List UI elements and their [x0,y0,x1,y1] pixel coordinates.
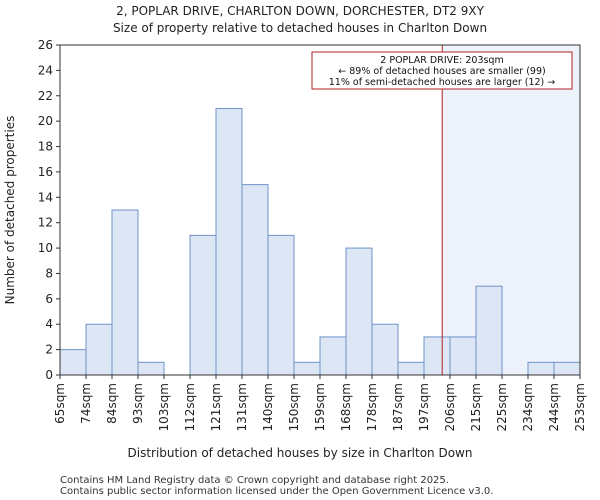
x-tick-label: 197sqm [417,383,431,431]
y-tick-label: 12 [38,216,53,230]
x-tick-label: 253sqm [573,383,587,431]
bar-244sqm [553,361,581,376]
x-tick-label: 65sqm [53,383,67,424]
x-tick-label: 121sqm [209,383,223,431]
y-tick-label: 18 [38,140,53,154]
footer-copyright: Contains HM Land Registry data © Crown c… [60,475,449,486]
annotation-line-2: ← 89% of detached houses are smaller (99… [338,66,545,77]
y-tick-label: 0 [45,368,53,382]
bar-74sqm [85,323,113,376]
x-tick-label: 244sqm [547,383,561,431]
y-tick-label: 24 [38,63,53,77]
bar-65sqm [59,349,87,376]
bar-140sqm [267,234,295,376]
bar-159sqm [319,336,347,376]
x-tick-label: 178sqm [365,383,379,431]
x-tick-label: 234sqm [521,383,535,431]
bar-197sqm [423,336,451,376]
y-tick-label: 26 [38,38,53,52]
bar-131sqm [241,184,269,376]
y-tick-label: 2 [45,343,53,357]
x-tick-label: 112sqm [183,383,197,431]
x-tick-label: 93sqm [131,383,145,424]
bar-93sqm [137,361,165,376]
x-tick-label: 140sqm [261,383,275,431]
y-tick-label: 16 [38,165,53,179]
bar-178sqm [371,323,399,376]
x-axis-ticks: 65sqm 74sqm 84sqm 93sqm 103sqm 112sqm 121sqm 13… [53,375,587,431]
x-tick-label: 225sqm [495,383,509,431]
y-axis-label: Number of detached properties [3,116,17,305]
x-tick-label: 74sqm [79,383,93,424]
bars-group [59,107,581,376]
annotation-line-3: 11% of semi-detached houses are larger (… [329,77,556,88]
chart-title: 2, POPLAR DRIVE, CHARLTON DOWN, DORCHEST… [116,4,485,18]
y-tick-label: 6 [45,292,53,306]
x-tick-label: 206sqm [443,383,457,431]
x-tick-label: 131sqm [235,383,249,431]
annotation-box: 2 POPLAR DRIVE: 203sqm ← 89% of detached… [311,51,573,90]
bar-121sqm [215,107,243,376]
x-tick-label: 84sqm [105,383,119,424]
chart-subtitle: Size of property relative to detached ho… [113,21,487,35]
bar-187sqm [397,361,425,376]
bar-112sqm [189,234,217,376]
y-tick-label: 14 [38,190,53,204]
bar-84sqm [111,209,139,376]
footer-licence: Contains public sector information licen… [60,486,493,497]
x-axis-label: Distribution of detached houses by size … [128,446,473,460]
bar-234sqm [527,361,555,376]
x-tick-label: 215sqm [469,383,483,431]
larger-properties-region [442,45,580,375]
y-tick-label: 8 [45,266,53,280]
annotation-line-1: 2 POPLAR DRIVE: 203sqm [380,55,503,66]
bar-150sqm [293,361,321,376]
y-tick-label: 4 [45,317,53,331]
bar-168sqm [345,247,373,376]
y-tick-label: 22 [38,89,53,103]
bar-206sqm [449,336,477,376]
bar-215sqm [475,285,503,376]
annotation-frame [311,51,573,90]
x-tick-label: 168sqm [339,383,353,431]
y-tick-label: 20 [38,114,53,128]
x-tick-label: 150sqm [287,383,301,431]
x-tick-label: 159sqm [313,383,327,431]
x-tick-label: 103sqm [157,383,171,431]
plot-area: 2 POPLAR DRIVE: 203sqm ← 89% of detached… [38,38,587,431]
x-tick-label: 187sqm [391,383,405,431]
y-tick-label: 10 [38,241,53,255]
